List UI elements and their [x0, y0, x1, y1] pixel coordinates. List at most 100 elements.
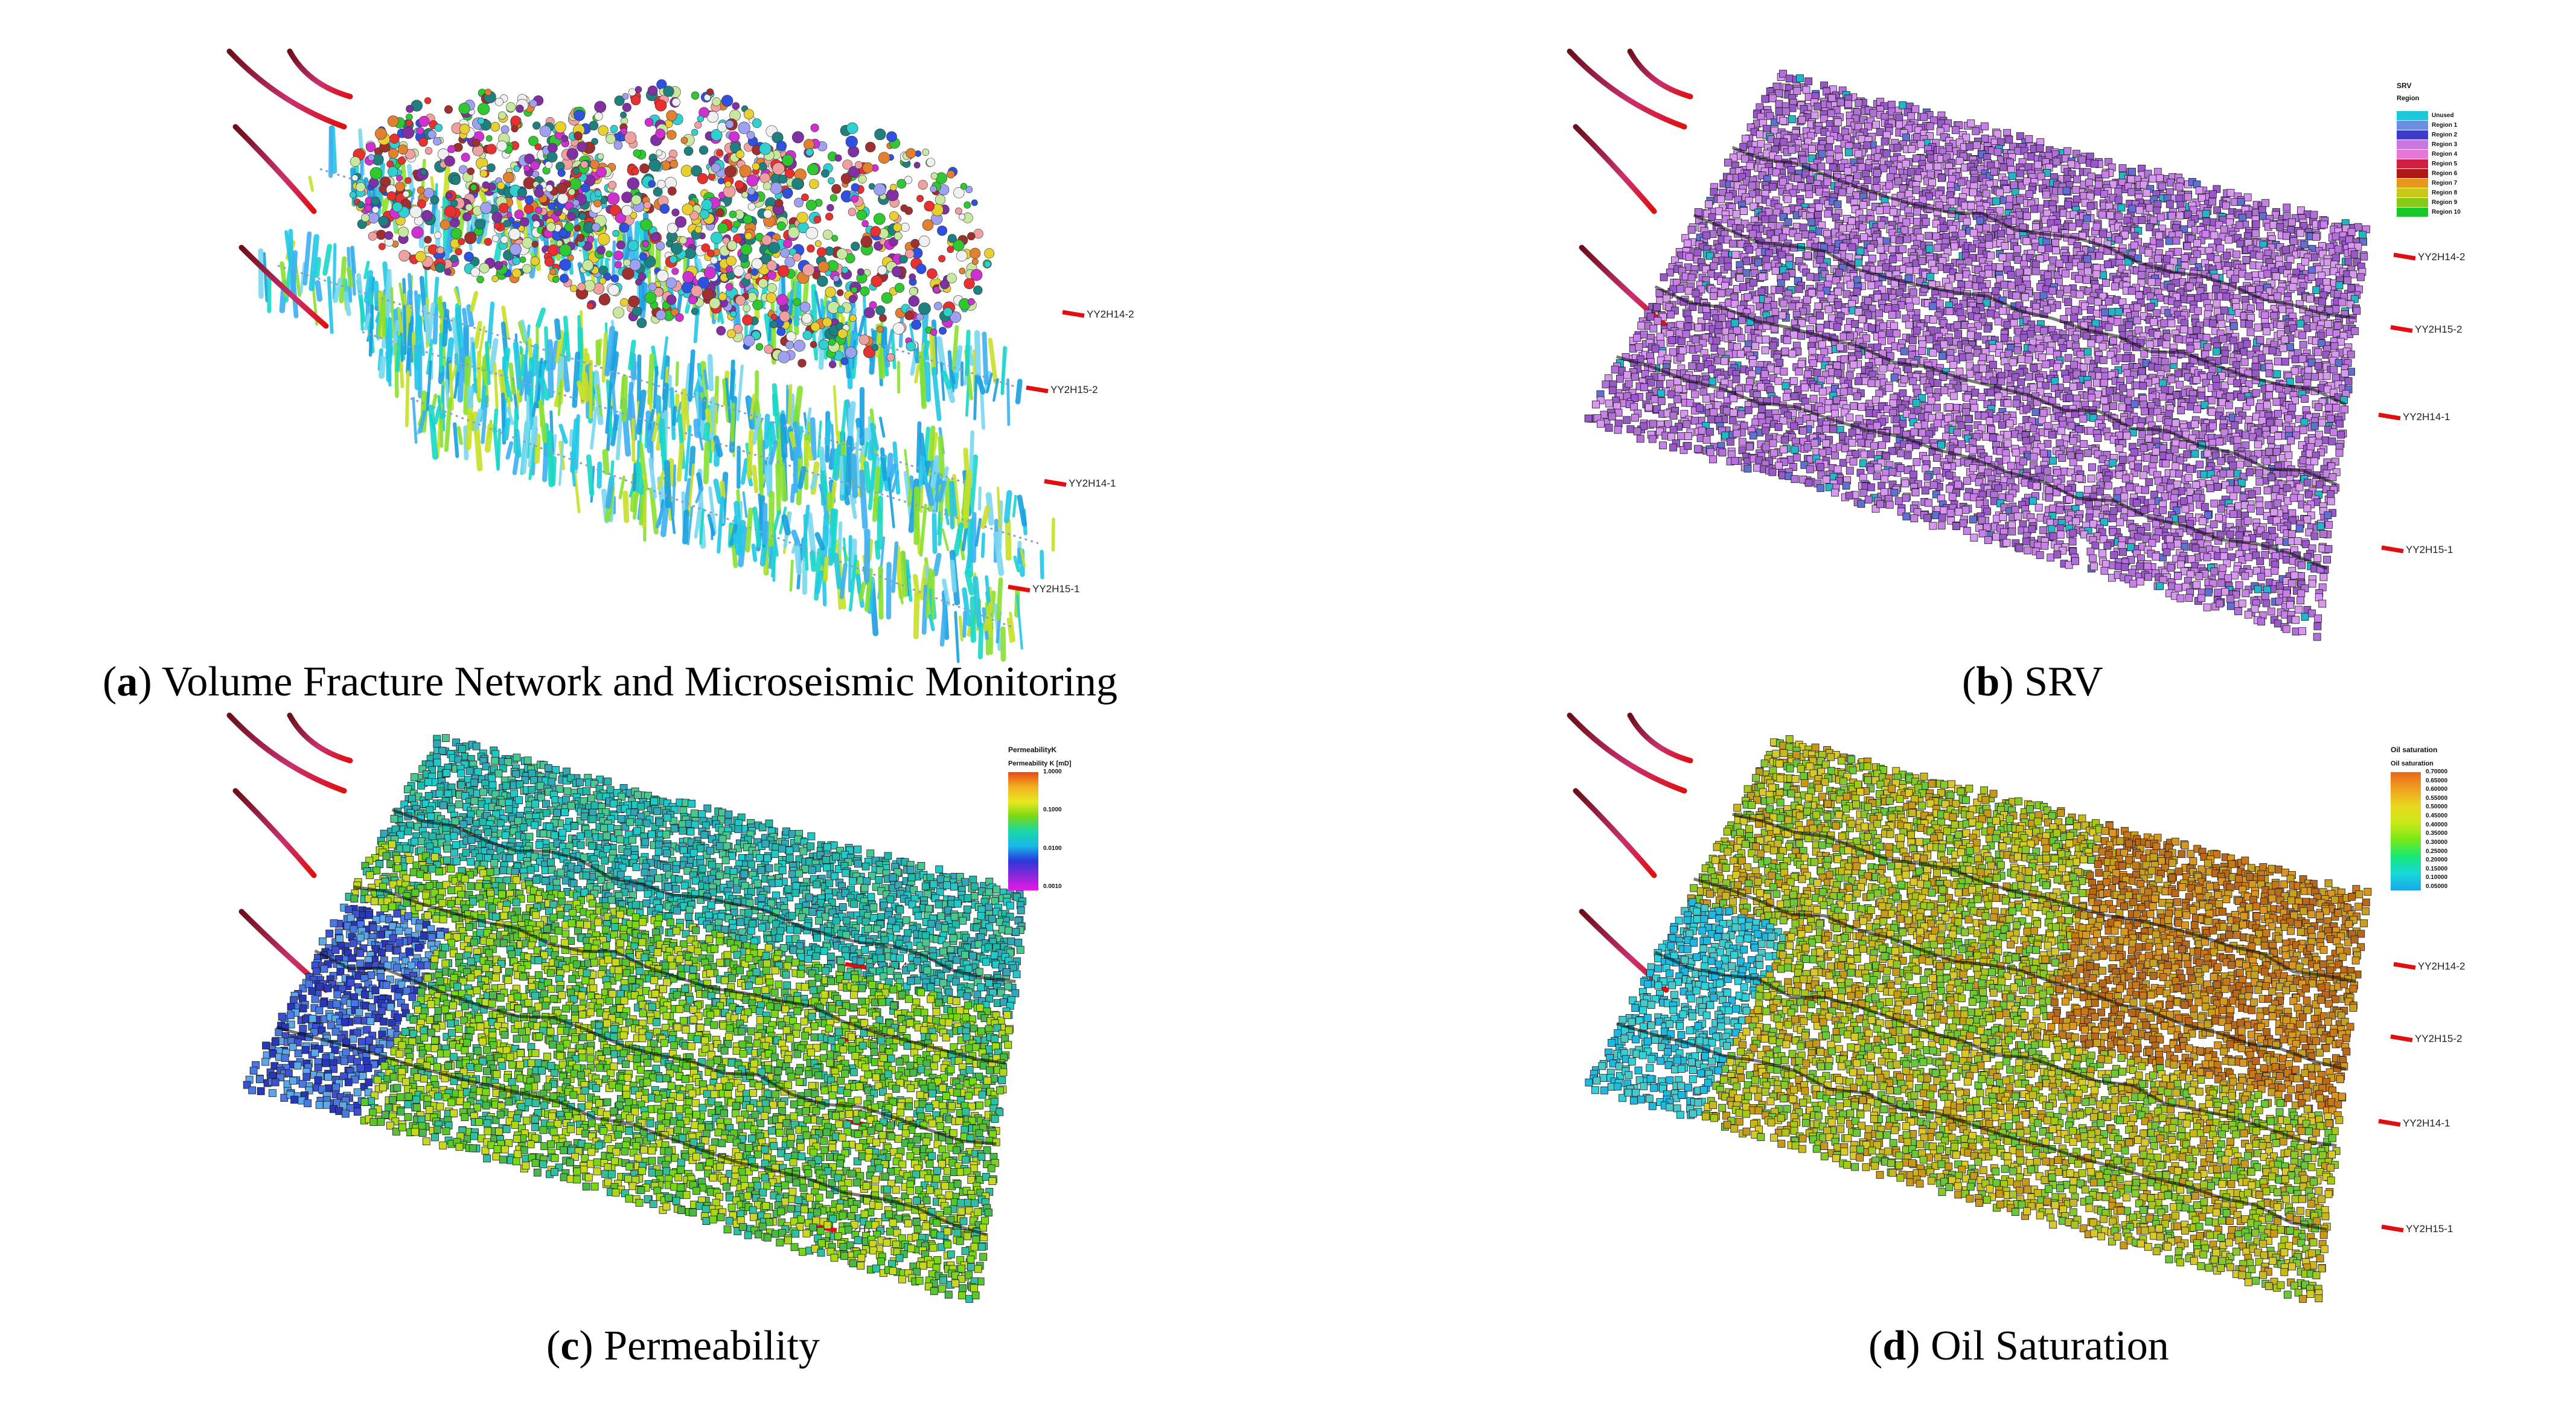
well-label: YY2H15-1 — [2406, 1223, 2453, 1235]
well-label: YY2H15-1 — [1032, 583, 1079, 595]
fracture-shadow — [314, 949, 997, 1146]
colorbar-tick-label: 0.60000 — [2426, 786, 2447, 793]
microseismic-events — [350, 79, 995, 368]
well-label: YY2H15-2 — [1050, 384, 1098, 395]
legend-label: Unused — [2432, 112, 2454, 119]
legend-swatch — [2397, 168, 2428, 178]
legend-entry: Region 4 — [2397, 149, 2461, 159]
legend-swatch — [2397, 188, 2428, 197]
wellbore-trajectory — [1627, 48, 1693, 100]
legend-label: Region 4 — [2432, 151, 2457, 158]
colorbar-tick-label: 0.30000 — [2426, 839, 2447, 846]
colorbar-tick-label: 0.65000 — [2426, 778, 2447, 784]
wellbore-trajectory — [1627, 712, 1693, 764]
wellbore-trajectory — [226, 48, 347, 130]
colorbar-tick-label: 0.55000 — [2426, 795, 2447, 802]
legend-label: Region 3 — [2432, 141, 2457, 148]
legend-swatch — [2397, 139, 2428, 149]
reservoir-grid-model — [1584, 69, 2370, 641]
legend-label: Region 5 — [2432, 161, 2457, 167]
caption-b: (b) SRV — [1962, 661, 2103, 703]
legend-label: Region 10 — [2432, 209, 2461, 216]
well-label: YY2H15-2 — [2415, 1033, 2462, 1044]
legend-swatch — [2397, 149, 2428, 159]
legend-entry: Region 2 — [2397, 130, 2461, 139]
fracture-shadow — [1616, 1022, 2327, 1231]
colorbar-tick-label: 0.0010 — [1043, 883, 1062, 890]
well-toe-marker — [2381, 545, 2404, 554]
legend-label: Region 9 — [2432, 199, 2457, 206]
legend-label: Region 6 — [2432, 170, 2457, 177]
well-label: YY2H14-2 — [2418, 251, 2465, 263]
well-toe-marker — [2393, 962, 2416, 970]
legend-swatch — [2397, 110, 2428, 120]
well-toe-marker — [1062, 310, 1085, 318]
fracture-shadow — [275, 1026, 988, 1236]
wellbore-trajectory — [232, 788, 317, 878]
fracture-shadow — [1616, 355, 2328, 570]
well-toe-marker — [2393, 252, 2416, 261]
legend-entry: Region 7 — [2397, 178, 2461, 188]
legend-entry: Unused — [2397, 110, 2461, 120]
reservoir-grid-model — [243, 734, 1026, 1303]
colorbar-tick-label: 0.40000 — [2426, 822, 2447, 828]
oil-saturation-model-image: YY2H14-2 YY2H15-2 YY2H14-1 YY2H15-1 — [1567, 712, 2465, 1303]
legend-oil-saturation: Oil saturation Oil saturation 0.70000 0.6… — [2391, 746, 2447, 893]
well-toe-marker — [1008, 584, 1031, 593]
caption-d: (d) Oil Saturation — [1868, 1325, 2169, 1367]
fracture-shadow — [1693, 877, 2347, 1071]
legend-label: Region 7 — [2432, 180, 2457, 187]
legend-swatch — [2397, 130, 2428, 139]
legend-entry: Region 6 — [2397, 168, 2461, 178]
lateral-wellbore — [410, 397, 1015, 629]
legend-swatch — [2397, 159, 2428, 168]
wellbore-trajectory — [226, 712, 347, 794]
wellbore-trajectory — [1573, 788, 1657, 878]
fracture-shadow — [353, 885, 1006, 1065]
wellbore-trajectory — [238, 244, 329, 329]
legend-swatch — [2397, 197, 2428, 207]
well-toe-marker — [1026, 385, 1049, 394]
well-label: YY2H15-2 — [2415, 324, 2462, 335]
legend-entry: Region 9 — [2397, 197, 2461, 207]
fracture-shadow — [1654, 285, 2338, 486]
colorbar-tick-label: 0.50000 — [2426, 804, 2447, 810]
permeability-colorbar — [1008, 772, 1038, 890]
well-toe-marker — [845, 962, 868, 970]
panel-d-oil-saturation: YY2H14-2 YY2H15-2 YY2H14-1 YY2H15-1 — [1567, 712, 2465, 1316]
fracture-shadow — [1693, 214, 2347, 406]
legend-swatch — [2397, 178, 2428, 188]
srv-model-image: YY2H14-2 YY2H15-2 YY2H14-1 YY2H15-1 — [1567, 48, 2465, 641]
well-label: YY2H14-1 — [2403, 411, 2450, 423]
well-label: YY2H14-2 — [1087, 308, 1134, 320]
colorbar-tick-label: 1.0000 — [1043, 768, 1062, 775]
wellbore-trajectory — [287, 48, 353, 100]
well-label: YY2H14-2 — [2418, 960, 2465, 972]
legend-swatch — [2397, 207, 2428, 217]
caption-a: (a) Volume Fracture Network and Microsei… — [103, 661, 1117, 703]
fracture-network-image: YY2H14-2 YY2H15-2 YY2H14-1 YY2H15-1 — [226, 48, 1134, 663]
wellbore-trajectory — [1579, 244, 1669, 329]
legend-label: Region 1 — [2432, 122, 2457, 129]
fracture-shadow — [1731, 145, 2356, 319]
colorbar-tick-label: 0.25000 — [2426, 848, 2447, 855]
wellbore-trajectory — [1567, 48, 1687, 130]
legend-entry: Region 1 — [2397, 120, 2461, 130]
well-label: YY2H14-1 — [1069, 478, 1116, 489]
colorbar-tick-label: 0.15000 — [2426, 866, 2447, 872]
panel-b-srv: YY2H14-2 YY2H15-2 YY2H14-1 YY2H15-1 — [1567, 48, 2465, 652]
legend-entry: Region 3 — [2397, 139, 2461, 149]
fracture-shadow — [1732, 813, 2356, 983]
legend-srv: SRV Region Unused Region 1 Region 2 Region … — [2397, 81, 2461, 217]
colorbar-tick-label: 0.05000 — [2426, 883, 2447, 890]
legend-permeability: PermeabilityK Permeability K [mD] 1.0000… — [1008, 746, 1072, 893]
colorbar-tick-label: 0.10000 — [2426, 874, 2447, 881]
wellbore-trajectory — [232, 124, 317, 214]
well-toe-marker — [2381, 1224, 2404, 1233]
colorbar-tick-label: 0.1000 — [1043, 807, 1062, 813]
colorbar-tick-label: 0.35000 — [2426, 830, 2447, 837]
caption-c: (c) Permeability — [546, 1325, 820, 1367]
legend-swatch — [2397, 120, 2428, 130]
